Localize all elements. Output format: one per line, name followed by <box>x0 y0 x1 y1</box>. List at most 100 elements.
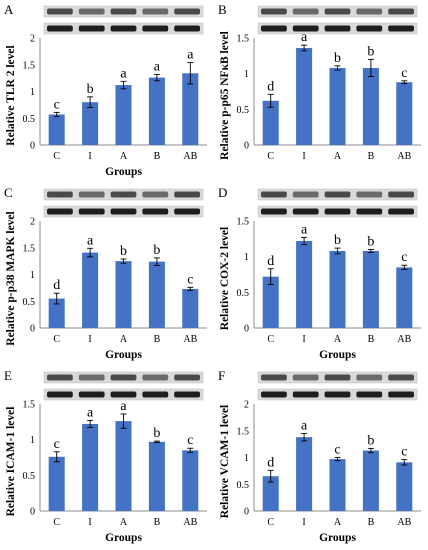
x-tick-label: C <box>267 151 274 162</box>
x-axis-label: Groups <box>319 349 356 361</box>
y-tick-label: 2 <box>244 400 249 411</box>
y-tick-label: 0.5 <box>23 297 36 308</box>
blot-band <box>324 25 351 32</box>
x-tick-label: C <box>53 517 60 528</box>
bar-a <box>329 250 346 328</box>
x-tick-label: B <box>154 151 161 162</box>
western-blot-image <box>257 5 418 35</box>
bar-ab <box>182 73 199 145</box>
x-tick-label: I <box>302 151 305 162</box>
y-tick-label: 0.5 <box>237 288 250 299</box>
significance-letter: c <box>401 66 407 81</box>
blot-band <box>324 191 351 198</box>
significance-letter: b <box>334 51 341 66</box>
blot-band <box>292 8 319 15</box>
significance-letter: c <box>54 437 60 452</box>
significance-letter: b <box>367 44 374 59</box>
bar-i <box>296 47 313 146</box>
blot-band <box>261 208 287 215</box>
significance-letter: a <box>187 48 194 63</box>
blot-band <box>47 191 73 198</box>
blot-band <box>292 208 319 215</box>
significance-letter: b <box>153 426 160 441</box>
x-tick-label: A <box>120 334 128 345</box>
blot-band <box>356 25 383 32</box>
y-tick-label: 1.5 <box>237 34 250 45</box>
bar-i <box>82 252 99 328</box>
blot-band <box>174 374 200 381</box>
blot-band <box>261 25 287 32</box>
significance-letter: d <box>53 278 60 293</box>
blot-band <box>388 208 414 215</box>
panel-letter: D <box>218 185 227 200</box>
y-axis-label: Relative p-p65 NFκB level <box>219 31 231 160</box>
x-tick-label: A <box>120 517 128 528</box>
x-tick-label: I <box>302 517 305 528</box>
blot-band <box>174 8 200 15</box>
bar-a <box>115 85 132 145</box>
blot-band <box>174 191 200 198</box>
x-tick-label: C <box>267 517 274 528</box>
significance-letter: a <box>87 233 94 248</box>
blot-band <box>110 8 137 15</box>
blot-band <box>47 208 73 215</box>
bar-i <box>82 423 99 511</box>
x-tick-label: B <box>368 151 375 162</box>
blot-band <box>261 391 287 398</box>
panel-letter: A <box>4 2 14 17</box>
y-tick-label: 1.5 <box>237 217 250 228</box>
x-tick-label: C <box>267 334 274 345</box>
significance-letter: a <box>120 399 127 414</box>
chart-svg: C 0 0.5 1 1.5 2 d Ca Ib Ab Bc AB Groups Relative p-p3… <box>4 185 207 361</box>
chart-svg: B 0 0.5 1 1.5 d Ca Ib Ab Bc AB Relative p-p65 NFκB … <box>218 2 421 162</box>
blot-band <box>110 374 137 381</box>
chart-svg: D 0 0.5 1 1.5 d Ca Ib Ab Bc AB Groups Relative COX-2… <box>218 185 421 361</box>
bar-ab <box>182 450 199 511</box>
panel-letter: F <box>218 368 225 383</box>
significance-letter: b <box>87 82 94 97</box>
x-tick-label: AB <box>397 517 411 528</box>
y-tick-label: 0 <box>244 507 249 518</box>
y-tick-label: 0 <box>30 507 35 518</box>
blot-band <box>356 191 383 198</box>
bar-c <box>262 100 279 145</box>
significance-letter: c <box>334 443 340 458</box>
blot-band <box>110 25 137 32</box>
significance-letter: c <box>187 272 193 287</box>
panel-letter: E <box>4 368 12 383</box>
x-tick-label: B <box>368 334 375 345</box>
significance-letter: a <box>301 30 308 45</box>
bar-ab <box>182 288 199 328</box>
bar-a <box>115 261 132 328</box>
significance-letter: c <box>54 97 60 112</box>
bar-b <box>148 77 165 145</box>
bar-b <box>148 261 165 328</box>
x-axis-label: Groups <box>105 166 142 178</box>
bar-a <box>115 421 132 511</box>
bar-i <box>296 240 313 328</box>
y-tick-label: 2 <box>30 34 35 45</box>
western-blot-image <box>43 5 204 35</box>
bar-c <box>48 114 65 145</box>
y-tick-label: 1.5 <box>23 243 36 254</box>
significance-letter: c <box>401 250 407 265</box>
blot-band <box>110 191 137 198</box>
blot-band <box>174 391 200 398</box>
y-tick-label: 0.5 <box>23 471 36 482</box>
x-tick-label: A <box>120 151 128 162</box>
western-blot-image <box>43 188 204 218</box>
bar-ab <box>396 82 413 145</box>
western-blot-image <box>257 188 418 218</box>
blot-band <box>142 391 169 398</box>
blot-band <box>324 8 351 15</box>
bar-ab <box>396 462 413 511</box>
blot-band <box>388 8 414 15</box>
x-tick-label: AB <box>183 151 197 162</box>
chart-svg: A 0 0.5 1 1.5 2 c Cb Ia Aa Ba AB Groups Relative TLR … <box>4 2 207 178</box>
x-tick-label: A <box>334 151 342 162</box>
blot-band <box>324 374 351 381</box>
blot-band <box>142 374 169 381</box>
